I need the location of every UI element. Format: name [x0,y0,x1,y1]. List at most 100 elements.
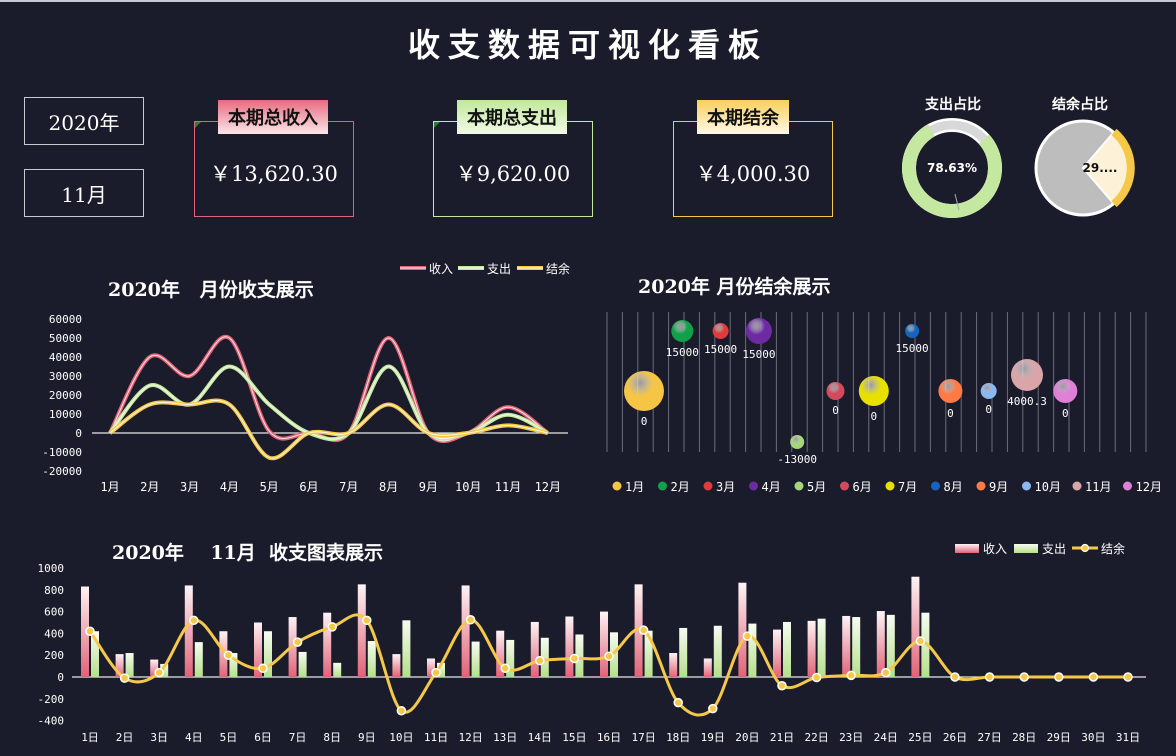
balance-point[interactable] [1123,672,1133,682]
expense-bar[interactable] [783,621,791,677]
income-bar[interactable] [807,620,816,677]
legend-label[interactable]: 11月 [1085,480,1111,494]
balance-bubble[interactable] [858,376,889,406]
expense-bar[interactable] [679,627,688,677]
expense-bar[interactable] [298,651,307,677]
legend-label[interactable]: 结余 [1101,541,1125,556]
income-bar[interactable] [392,654,401,677]
balance-bubble[interactable] [745,318,772,344]
balance-bubble[interactable] [1053,379,1078,403]
expense-bar[interactable] [125,653,134,677]
income-bar[interactable] [565,616,574,677]
legend-label[interactable]: 收入 [429,262,453,276]
balance-point[interactable] [984,672,995,682]
legend-label[interactable]: 支出 [1042,542,1066,556]
expense-bar[interactable] [921,612,930,677]
balance-bubble[interactable] [1011,359,1043,391]
balance-bubble[interactable] [624,371,664,411]
month-selector[interactable]: 11月 [24,169,144,217]
expense-bar[interactable] [367,641,376,677]
balance-point[interactable] [673,697,683,708]
income-bar[interactable] [634,584,643,677]
legend-label[interactable]: 结余 [546,261,570,276]
income-bar[interactable] [738,582,747,677]
expense-bar[interactable] [91,631,99,677]
balance-point[interactable] [950,672,960,682]
income-bar[interactable] [876,611,885,677]
balance-point[interactable] [500,663,510,674]
balance-point[interactable] [638,625,649,635]
legend-label[interactable]: 收入 [983,542,1007,556]
income-bar[interactable] [842,615,851,677]
balance-point[interactable] [881,667,891,678]
balance-point[interactable] [708,703,718,714]
income-bar[interactable] [81,586,89,677]
income-bar[interactable] [150,659,159,677]
expense-bar[interactable] [540,637,549,677]
balance-point[interactable] [327,622,337,632]
expense-bar[interactable] [817,618,826,677]
income-bar[interactable] [357,584,366,677]
income-bar[interactable] [323,612,332,677]
balance-point[interactable] [604,651,614,662]
legend-label[interactable]: 5月 [807,480,826,494]
expense-bar[interactable] [886,614,895,677]
legend-label[interactable]: 2月 [671,480,690,494]
income-bar[interactable] [600,611,608,677]
balance-point[interactable] [777,680,787,691]
balance-point[interactable] [569,653,580,664]
income-bar[interactable] [911,576,920,677]
balance-point[interactable] [119,673,130,683]
legend-label[interactable]: 8月 [944,480,963,494]
balance-point[interactable] [1019,672,1029,682]
balance-point[interactable] [811,672,822,683]
expense-bar[interactable] [194,642,203,677]
balance-point[interactable] [154,667,164,678]
expense-bar[interactable] [264,631,272,677]
expense-bar[interactable] [471,641,480,677]
balance-point[interactable] [1088,672,1099,682]
expense-bar[interactable] [402,620,411,677]
income-bar[interactable] [219,631,228,677]
balance-point[interactable] [535,655,545,666]
legend-label[interactable]: 9月 [989,480,1008,494]
expense-bar[interactable] [852,617,861,677]
balance-point[interactable] [465,615,476,625]
income-bar[interactable] [115,654,124,677]
year-selector[interactable]: 2020年 [24,97,144,145]
balance-point[interactable] [258,663,268,674]
legend-label[interactable]: 3月 [716,480,735,494]
balance-bubble[interactable] [826,382,845,400]
balance-bubble[interactable] [671,320,694,342]
balance-point[interactable] [846,670,856,681]
income-bar[interactable] [184,585,193,677]
expense-bar[interactable] [713,625,722,677]
balance-bubble[interactable] [980,383,997,399]
expense-bar[interactable] [644,630,653,677]
legend-label[interactable]: 1月 [625,480,644,494]
balance-point[interactable] [396,706,407,716]
balance-point[interactable] [362,615,372,626]
income-bar[interactable] [530,621,539,677]
balance-point[interactable] [85,626,95,636]
balance-point[interactable] [431,667,441,678]
balance-point[interactable] [742,631,753,641]
income-bar[interactable] [496,630,505,677]
expense-bar[interactable] [506,639,515,677]
expense-bar[interactable] [437,662,445,677]
balance-point[interactable] [223,650,234,660]
income-bar[interactable] [669,653,678,677]
expense-bar[interactable] [229,653,238,677]
balance-point[interactable] [915,636,926,646]
income-bar[interactable] [703,658,712,677]
balance-point[interactable] [292,637,303,647]
legend-label[interactable]: 4月 [762,480,781,494]
income-bar[interactable] [254,622,262,678]
income-bar[interactable] [773,629,781,677]
income-bar[interactable] [461,585,470,677]
balance-bubble[interactable] [712,323,729,339]
legend-label[interactable]: 支出 [487,262,511,276]
expense-bar[interactable] [575,634,584,677]
income-bar[interactable] [427,658,435,677]
balance-point[interactable] [1054,672,1064,682]
